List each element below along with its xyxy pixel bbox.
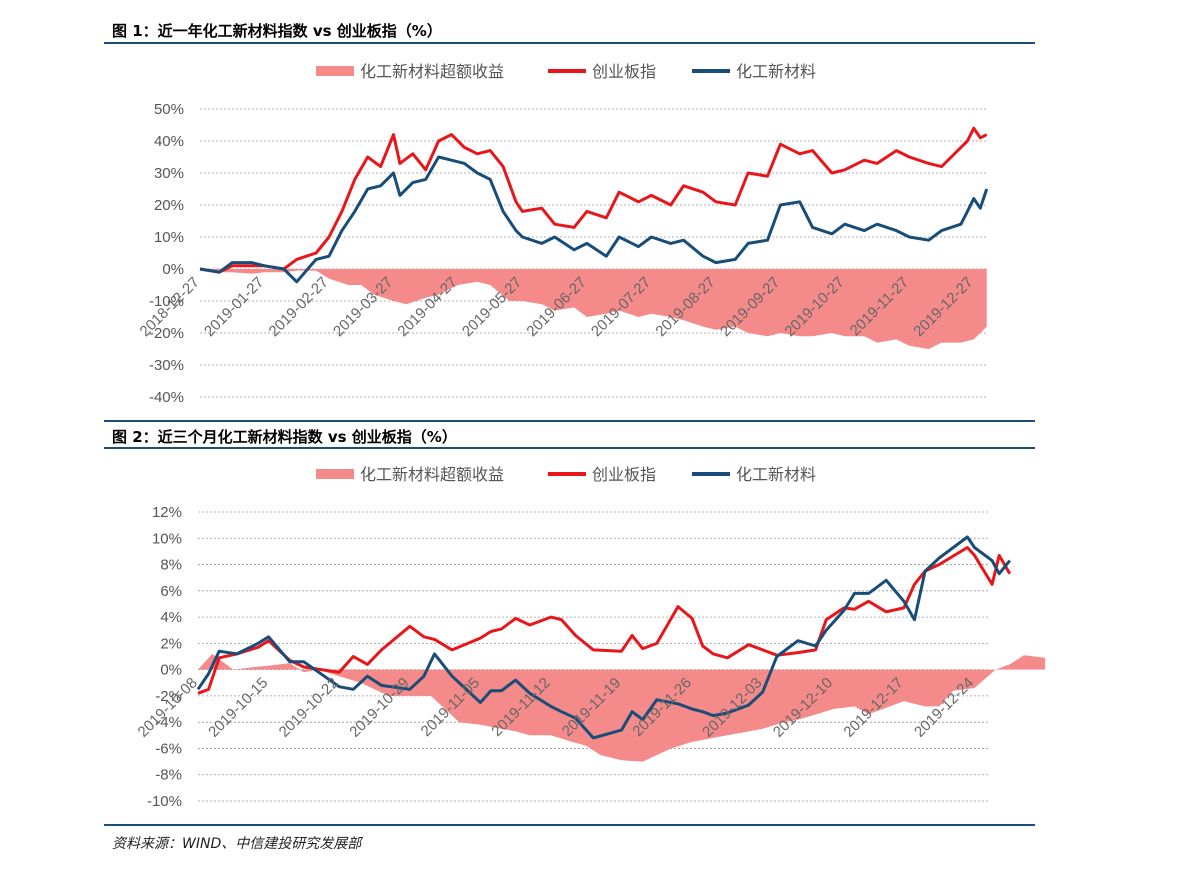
legend-label: 化工新材料 [736, 62, 816, 81]
y-tick-label: 6% [160, 583, 182, 600]
y-tick-label: 40% [154, 133, 184, 150]
y-tick-label: 20% [154, 197, 184, 214]
y-tick-label: -6% [155, 740, 182, 757]
y-tick-label: -10% [147, 793, 182, 810]
chart-1: 化工新材料超额收益 创业板指 化工新材料 50% 40% 30% 20% 10% 0% -10% -… [137, 62, 989, 406]
figure-1-top-rule [104, 42, 1035, 44]
chem-new-material-line [196, 535, 1011, 740]
chem-new-material-line [199, 155, 989, 284]
y-tick-label: -8% [155, 767, 182, 784]
figure-2-top-rule [104, 420, 1035, 422]
legend-label: 创业板指 [592, 62, 656, 81]
y-tick-label: 30% [154, 165, 184, 182]
legend-label: 创业板指 [592, 465, 656, 484]
figure-2-title: 图 2：近三个月化工新材料指数 vs 创业板指（%） [112, 428, 457, 446]
y-tick-label: 2% [160, 635, 182, 652]
y-tick-label: -20% [149, 325, 184, 342]
x-tick-label: 2019-02-27 [266, 274, 332, 340]
y-tick-label: 10% [154, 229, 184, 246]
y-tick-label: 0% [162, 261, 184, 278]
y-tick-label: 12% [152, 504, 182, 521]
x-tick-label: 2019-10-22 [276, 674, 342, 740]
gem-index-line [199, 126, 988, 274]
y-tick-label: 50% [154, 101, 184, 118]
y-tick-label: 4% [160, 609, 182, 626]
y-tick-label: -2% [155, 688, 182, 705]
legend-label: 化工新材料超额收益 [360, 465, 504, 484]
y-tick-label: -40% [149, 389, 184, 406]
excess-return-area [198, 653, 1046, 762]
x-tick-label: 2019-01-27 [201, 274, 267, 340]
figure-2-header-rule [104, 447, 1035, 449]
y-tick-label: 10% [152, 530, 182, 547]
legend-label: 化工新材料 [736, 465, 816, 484]
y-tick-label: -30% [149, 357, 184, 374]
legend-swatch-excess [316, 469, 354, 479]
legend-label: 化工新材料超额收益 [360, 62, 504, 81]
legend-swatch-excess [316, 66, 354, 76]
y-tick-label: 0% [160, 662, 182, 679]
y-tick-label: -4% [155, 714, 182, 731]
excess-return-area [200, 269, 987, 349]
chart-2: 化工新材料超额收益 创业板指 化工新材料 12% 10% 8% 6% 4% 2% 0% -2% -4%… [135, 465, 1046, 810]
gem-index-line [197, 546, 1012, 695]
bottom-rule [104, 824, 1035, 826]
source-note: 资料来源：WIND、中信建投研究发展部 [112, 836, 362, 852]
figure-1-title: 图 1：近一年化工新材料指数 vs 创业板指（%） [112, 22, 442, 40]
y-tick-label: 8% [160, 557, 182, 574]
y-tick-label: -10% [149, 293, 184, 310]
x-tick-label: 2019-10-15 [205, 674, 271, 740]
